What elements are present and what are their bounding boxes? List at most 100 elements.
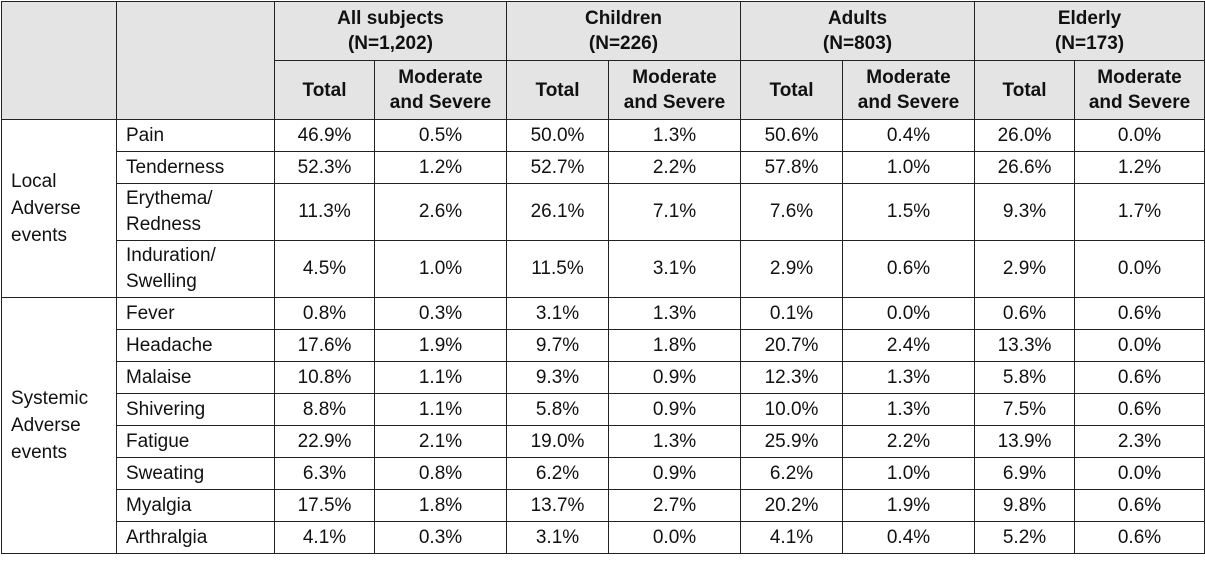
cell-adults-mod-severe: 0.4% <box>841 119 976 152</box>
cell-elderly-mod-severe: 2.3% <box>1074 425 1205 458</box>
header-row-groups: All subjects (N=1,202) Children (N=226) … <box>1 1 1205 120</box>
cell-children-mod-severe: 2.7% <box>608 489 741 522</box>
cell-elderly-total: 13.3% <box>974 329 1076 362</box>
cell-elderly-total: 26.0% <box>974 119 1076 152</box>
cell-children-total: 9.3% <box>506 361 609 394</box>
cell-adults-total: 12.3% <box>740 361 843 394</box>
cell-elderly-total: 9.3% <box>974 183 1076 241</box>
event-name: Erythema/Redness <box>116 183 275 241</box>
cell-adults-total: 0.1% <box>740 297 843 330</box>
cell-all-total: 4.1% <box>274 521 375 554</box>
header-group-children: Children (N=226) <box>506 1 741 61</box>
cell-adults-total: 57.8% <box>740 151 843 184</box>
cell-all-total: 17.6% <box>274 329 375 362</box>
event-name: Malaise <box>116 361 275 394</box>
cell-all-mod-severe: 0.5% <box>374 119 507 152</box>
header-item-cell <box>116 1 275 120</box>
event-name: Arthralgia <box>116 521 275 554</box>
cell-elderly-mod-severe: 1.7% <box>1074 183 1205 241</box>
cell-adults-mod-severe: 0.0% <box>841 297 976 330</box>
cell-all-total: 11.3% <box>274 183 375 241</box>
subheader-moderate-severe: Moderate and Severe <box>1074 60 1205 120</box>
table-row: Arthralgia 4.1% 0.3% 3.1% 0.0% 4.1% 0.4% 5.2% 0.… <box>2 521 1205 554</box>
cell-adults-total: 10.0% <box>740 393 843 426</box>
subheader-total: Total <box>274 60 375 120</box>
cell-all-total: 6.3% <box>274 457 375 490</box>
event-name: Fever <box>116 297 275 330</box>
cell-children-total: 52.7% <box>506 151 609 184</box>
table-row: Sweating 6.3% 0.8% 6.2% 0.9% 6.2% 1.0% 6.9% 0.0% <box>2 457 1205 490</box>
table-row: Local Adverse events Pain 46.9% 0.5% 50.0% 1.3%… <box>1 119 1205 298</box>
cell-elderly-total: 6.9% <box>974 457 1076 490</box>
cell-elderly-mod-severe: 0.0% <box>1074 119 1205 152</box>
group-name: Elderly <box>1057 8 1122 29</box>
group-n: (N=803) <box>822 33 893 54</box>
cell-elderly-mod-severe: 0.0% <box>1074 240 1205 298</box>
cell-elderly-total: 9.8% <box>974 489 1076 522</box>
cell-all-mod-severe: 0.3% <box>374 297 507 330</box>
cell-adults-total: 6.2% <box>740 457 843 490</box>
cell-adults-total: 50.6% <box>740 119 843 152</box>
cell-children-total: 6.2% <box>506 457 609 490</box>
cell-adults-mod-severe: 1.3% <box>841 361 976 394</box>
cell-elderly-mod-severe: 0.6% <box>1074 297 1205 330</box>
cell-children-total: 11.5% <box>506 240 609 298</box>
event-name: Pain <box>116 119 275 152</box>
cell-all-total: 8.8% <box>274 393 375 426</box>
cell-children-mod-severe: 2.2% <box>608 151 741 184</box>
cell-elderly-mod-severe: 0.6% <box>1074 361 1205 394</box>
cell-children-mod-severe: 1.3% <box>608 297 741 330</box>
section-label: Systemic Adverse events <box>1 297 117 554</box>
group-name: Children <box>584 8 663 29</box>
group-n: (N=1,202) <box>347 33 434 54</box>
cell-adults-total: 20.7% <box>740 329 843 362</box>
cell-elderly-total: 13.9% <box>974 425 1076 458</box>
cell-children-mod-severe: 0.9% <box>608 457 741 490</box>
cell-all-mod-severe: 0.3% <box>374 521 507 554</box>
cell-children-mod-severe: 3.1% <box>608 240 741 298</box>
group-name: All subjects <box>337 8 444 29</box>
cell-children-total: 50.0% <box>506 119 609 152</box>
cell-adults-mod-severe: 1.0% <box>841 151 976 184</box>
cell-all-total: 46.9% <box>274 119 375 152</box>
event-name: Headache <box>116 329 275 362</box>
event-name: Tenderness <box>116 151 275 184</box>
event-name: Fatigue <box>116 425 275 458</box>
subheader-moderate-severe: Moderate and Severe <box>608 60 741 120</box>
cell-all-mod-severe: 1.8% <box>374 489 507 522</box>
event-name: Sweating <box>116 457 275 490</box>
cell-all-total: 22.9% <box>274 425 375 458</box>
table-row: Fatigue 22.9% 2.1% 19.0% 1.3% 25.9% 2.2% 13.9% 2… <box>2 425 1205 458</box>
cell-all-mod-severe: 0.8% <box>374 457 507 490</box>
cell-children-total: 13.7% <box>506 489 609 522</box>
cell-elderly-mod-severe: 0.0% <box>1074 329 1205 362</box>
header-group-adults: Adults (N=803) <box>739 1 976 61</box>
cell-all-mod-severe: 1.2% <box>374 151 507 184</box>
cell-children-mod-severe: 1.3% <box>608 119 741 152</box>
header-row-subcolumns: Total Moderate and Severe Total Moderate a… <box>2 60 1205 120</box>
cell-adults-mod-severe: 1.0% <box>841 457 976 490</box>
cell-children-total: 3.1% <box>506 297 609 330</box>
cell-adults-mod-severe: 0.6% <box>841 240 976 298</box>
event-name: Induration/Swelling <box>116 240 275 298</box>
cell-adults-total: 7.6% <box>740 183 843 241</box>
cell-adults-mod-severe: 2.4% <box>841 329 976 362</box>
table-row: Myalgia 17.5% 1.8% 13.7% 2.7% 20.2% 1.9% 9.8% 0.… <box>2 489 1205 522</box>
cell-elderly-total: 0.6% <box>974 297 1076 330</box>
cell-all-total: 4.5% <box>274 240 375 298</box>
cell-all-mod-severe: 2.1% <box>374 425 507 458</box>
cell-all-total: 0.8% <box>274 297 375 330</box>
table-header: All subjects (N=1,202) Children (N=226) … <box>1 1 1205 120</box>
subheader-total: Total <box>506 60 609 120</box>
cell-all-total: 10.8% <box>274 361 375 394</box>
cell-children-mod-severe: 0.9% <box>608 361 741 394</box>
cell-children-total: 9.7% <box>506 329 609 362</box>
subheader-total: Total <box>740 60 843 120</box>
cell-children-mod-severe: 7.1% <box>608 183 741 241</box>
cell-children-mod-severe: 1.8% <box>608 329 741 362</box>
event-name: Shivering <box>116 393 275 426</box>
table-row: Headache 17.6% 1.9% 9.7% 1.8% 20.7% 2.4% 13.3% 0… <box>2 329 1205 362</box>
cell-adults-total: 2.9% <box>740 240 843 298</box>
header-group-elderly: Elderly (N=173) <box>974 1 1205 61</box>
cell-adults-mod-severe: 1.3% <box>841 393 976 426</box>
